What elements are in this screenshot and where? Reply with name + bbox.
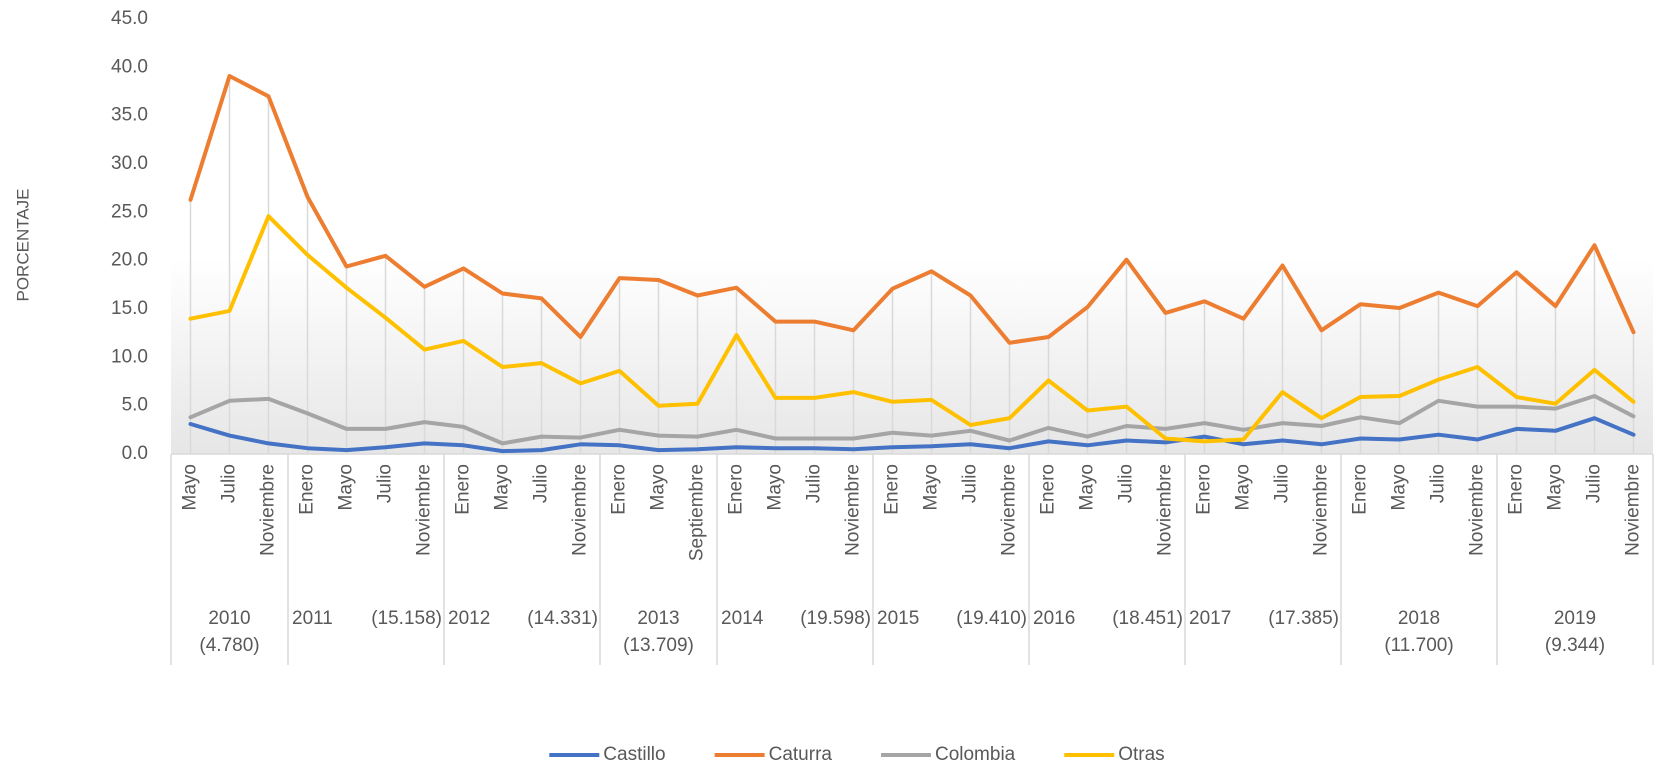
x-tick-label: Julio <box>1584 464 1605 503</box>
x-tick-label: Enero <box>1506 464 1527 515</box>
group-note: (9.344) <box>1545 635 1605 656</box>
x-tick-label: Julio <box>375 464 396 503</box>
x-tick-label: Julio <box>1272 464 1293 503</box>
x-tick-label: Mayo <box>1077 464 1098 510</box>
x-tick-label: Mayo <box>765 464 786 510</box>
y-tick-label: 15.0 <box>111 298 148 319</box>
x-tick-label: Septiembre <box>687 464 708 561</box>
y-tick-label: 35.0 <box>111 105 148 126</box>
x-tick-label: Enero <box>1194 464 1215 515</box>
x-tick-label: Noviembre <box>1623 464 1644 556</box>
x-tick-label: Noviembre <box>414 464 435 556</box>
x-tick-label: Julio <box>1116 464 1137 503</box>
x-tick-label: Julio <box>531 464 552 503</box>
x-tick-label: Noviembre <box>570 464 591 556</box>
x-tick-label: Mayo <box>492 464 513 510</box>
group-note: (13.709) <box>623 635 694 656</box>
x-tick-label: Mayo <box>648 464 669 510</box>
x-tick-label: Enero <box>453 464 474 515</box>
x-tick-label: Mayo <box>336 464 357 510</box>
x-tick-label: Julio <box>219 464 240 503</box>
x-tick-label: Julio <box>804 464 825 503</box>
group-note: (15.158) <box>371 608 442 629</box>
x-tick-label: Noviembre <box>843 464 864 556</box>
group-note: (18.451) <box>1112 608 1183 629</box>
y-tick-label: 30.0 <box>111 153 148 174</box>
series-line <box>188 214 1636 444</box>
y-tick-label: 45.0 <box>111 8 148 29</box>
group-note: (4.780) <box>199 635 259 656</box>
group-label: 2012 <box>448 608 490 629</box>
series-line <box>188 416 1636 454</box>
x-tick-label: Mayo <box>1233 464 1254 510</box>
x-tick-label: Enero <box>726 464 747 515</box>
x-tick-label: Noviembre <box>1155 464 1176 556</box>
x-tick-label: Noviembre <box>1467 464 1488 556</box>
group-label: 2011 <box>292 608 333 629</box>
group-label: 2019 <box>1554 608 1596 629</box>
x-tick-label: Enero <box>1038 464 1059 515</box>
group-label: 2013 <box>637 608 679 629</box>
x-tick-label: Noviembre <box>1311 464 1332 556</box>
x-tick-label: Noviembre <box>258 464 279 556</box>
x-tick-label: Mayo <box>180 464 201 510</box>
legend-label: Castillo <box>603 744 665 765</box>
x-tick-label: Enero <box>882 464 903 515</box>
group-note: (11.700) <box>1384 635 1453 656</box>
group-label: 2010 <box>208 608 250 629</box>
y-tick-label: 25.0 <box>111 201 148 222</box>
x-tick-label: Mayo <box>1389 464 1410 510</box>
x-tick-label: Julio <box>960 464 981 503</box>
x-tick-label: Mayo <box>921 464 942 510</box>
y-tick-label: 10.0 <box>111 346 148 367</box>
group-note: (19.410) <box>956 608 1027 629</box>
x-tick-label: Noviembre <box>999 464 1020 556</box>
y-tick-label: 5.0 <box>122 395 148 416</box>
plot-background <box>171 19 1653 454</box>
group-label: 2017 <box>1189 608 1231 629</box>
y-tick-label: 20.0 <box>111 250 148 271</box>
legend-label: Colombia <box>935 744 1016 765</box>
group-label: 2016 <box>1033 608 1075 629</box>
x-tick-label: Enero <box>1350 464 1371 515</box>
x-tick-label: Julio <box>1428 464 1449 503</box>
group-note: (14.331) <box>527 608 598 629</box>
y-tick-label: 40.0 <box>111 56 148 77</box>
x-tick-label: Enero <box>297 464 318 515</box>
group-label: 2015 <box>877 608 919 629</box>
series-line <box>188 394 1636 446</box>
y-axis-title: PORCENTAJE <box>13 188 32 301</box>
group-note: (19.598) <box>800 608 871 629</box>
group-label: 2018 <box>1398 608 1440 629</box>
group-label: 2014 <box>721 608 764 629</box>
group-note: (17.385) <box>1268 608 1339 629</box>
x-tick-label: Enero <box>609 464 630 515</box>
legend-label: Otras <box>1118 744 1164 765</box>
y-tick-label: 0.0 <box>122 443 148 464</box>
legend-label: Caturra <box>769 744 833 765</box>
x-tick-label: Mayo <box>1545 464 1566 510</box>
series-line <box>188 74 1636 345</box>
